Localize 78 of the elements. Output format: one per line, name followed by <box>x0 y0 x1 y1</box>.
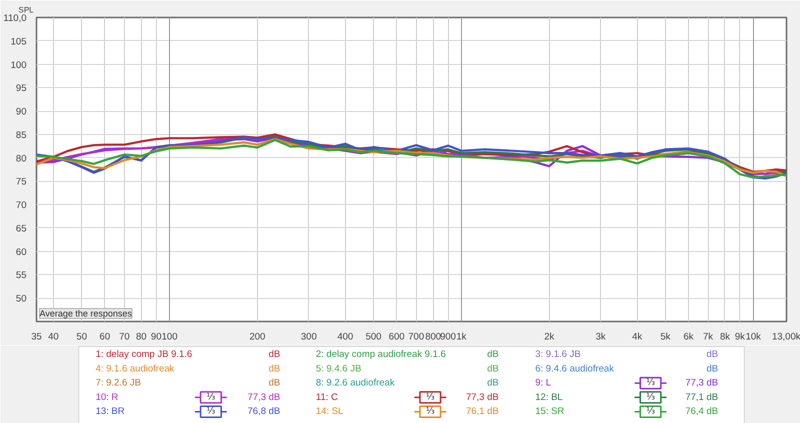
x-tick-label: 2k <box>544 332 555 342</box>
y-tick-label: 100 <box>10 60 27 71</box>
text: 77,3 dB <box>685 378 718 389</box>
x-tick-label: 8k <box>720 332 730 342</box>
y-tick-label: 85 <box>16 130 27 141</box>
x-tick-label: 400 <box>337 332 354 342</box>
x-tick-label: 7k <box>703 332 714 342</box>
x-tick-label: 3k <box>596 332 606 342</box>
legend-label: 4: 9.1.6 audiofreak <box>96 363 175 374</box>
legend-label: 3: 9.1.6 JB <box>535 349 581 360</box>
text: 76,8 dB <box>248 406 280 418</box>
text: dB <box>487 378 499 389</box>
x-tick-label: 60 <box>100 332 110 342</box>
legend-label: 1: delay comp JB 9.1.6 <box>96 349 192 360</box>
x-tick-label: 70 <box>119 332 130 342</box>
text: dB <box>706 349 718 360</box>
x-tick-label: 50 <box>76 332 87 342</box>
x-tick-label: 800 <box>425 332 442 342</box>
text: dB <box>268 349 280 360</box>
text: 10: R <box>96 392 118 403</box>
y-tick-label: 95 <box>16 83 27 94</box>
text: ⅓ <box>426 406 435 417</box>
x-tick-label: 40 <box>48 332 59 342</box>
text: ⅓ <box>206 406 216 417</box>
text: ⅓ <box>426 392 435 402</box>
x-tick-label: 100 <box>162 332 178 342</box>
text: dB <box>706 363 718 374</box>
y-axis-title: SPL <box>18 6 34 14</box>
text: ⅓ <box>206 392 216 402</box>
y-tick-label: 70 <box>16 200 27 212</box>
x-tick-label: 300 <box>300 332 317 342</box>
y-tick-label: 105 <box>10 36 27 48</box>
text: 14: SL <box>316 406 344 418</box>
text: ⅓ <box>646 378 656 388</box>
text: 12: BL <box>535 392 563 403</box>
text: ⅓ <box>646 392 655 402</box>
text: 77,3 dB <box>466 392 499 403</box>
x-tick-label: 90 <box>150 332 162 342</box>
y-tick-label: 55 <box>16 270 27 282</box>
y-tick-label: 80 <box>16 153 27 164</box>
y-tick-label: 110,0 <box>3 13 27 24</box>
y-tick-label: 90 <box>16 106 27 118</box>
legend-label: 6: 9.4.6 audiofreak <box>535 363 614 374</box>
y-tick-label: 75 <box>16 176 27 188</box>
text: dB <box>487 349 499 360</box>
annotation: Average the responses <box>40 308 132 318</box>
y-tick-label: 65 <box>16 223 27 234</box>
text: 11: C <box>316 392 338 403</box>
x-tick-label: 35 <box>31 332 42 342</box>
legend-label: 7: 9.2.6 JB <box>96 378 141 389</box>
text: 76,4 dB <box>685 406 718 418</box>
text: ⅓ <box>646 406 655 417</box>
text: 15: SR <box>535 406 564 418</box>
legend-label: 2: delay comp audiofreak 9.1.6 <box>316 349 446 360</box>
y-tick-label: 50 <box>16 294 27 305</box>
text: dB <box>268 378 280 389</box>
text: dB <box>487 363 499 374</box>
x-tick-label: 600 <box>388 332 405 342</box>
text: dB <box>268 363 280 374</box>
text: 76,1 dB <box>466 406 499 418</box>
x-tick-label: 900 <box>440 332 456 342</box>
y-tick-label: 60 <box>16 246 27 258</box>
legend-label: 8: 9.2.6 audiofreak <box>316 378 395 389</box>
text: 13: BR <box>96 406 125 418</box>
x-tick-label: 1k <box>456 332 467 342</box>
x-tick-label: 80 <box>136 332 147 342</box>
x-tick-label: 10k <box>746 332 762 342</box>
text: 77,1 dB <box>685 392 718 403</box>
x-tick-label: 4k <box>632 332 642 342</box>
x-tick-label: 700 <box>408 332 424 342</box>
x-tick-label: 6k <box>683 332 694 342</box>
x-tick-label: 200 <box>249 332 266 342</box>
x-tick-label: 500 <box>366 332 382 342</box>
x-tick-label: 9k <box>734 332 746 342</box>
x-tick-label: 5k <box>660 332 671 342</box>
text: 77,3 dB <box>248 392 280 403</box>
legend-label: 5: 9.4.6 JB <box>316 363 362 374</box>
text: 9: L <box>535 378 552 389</box>
